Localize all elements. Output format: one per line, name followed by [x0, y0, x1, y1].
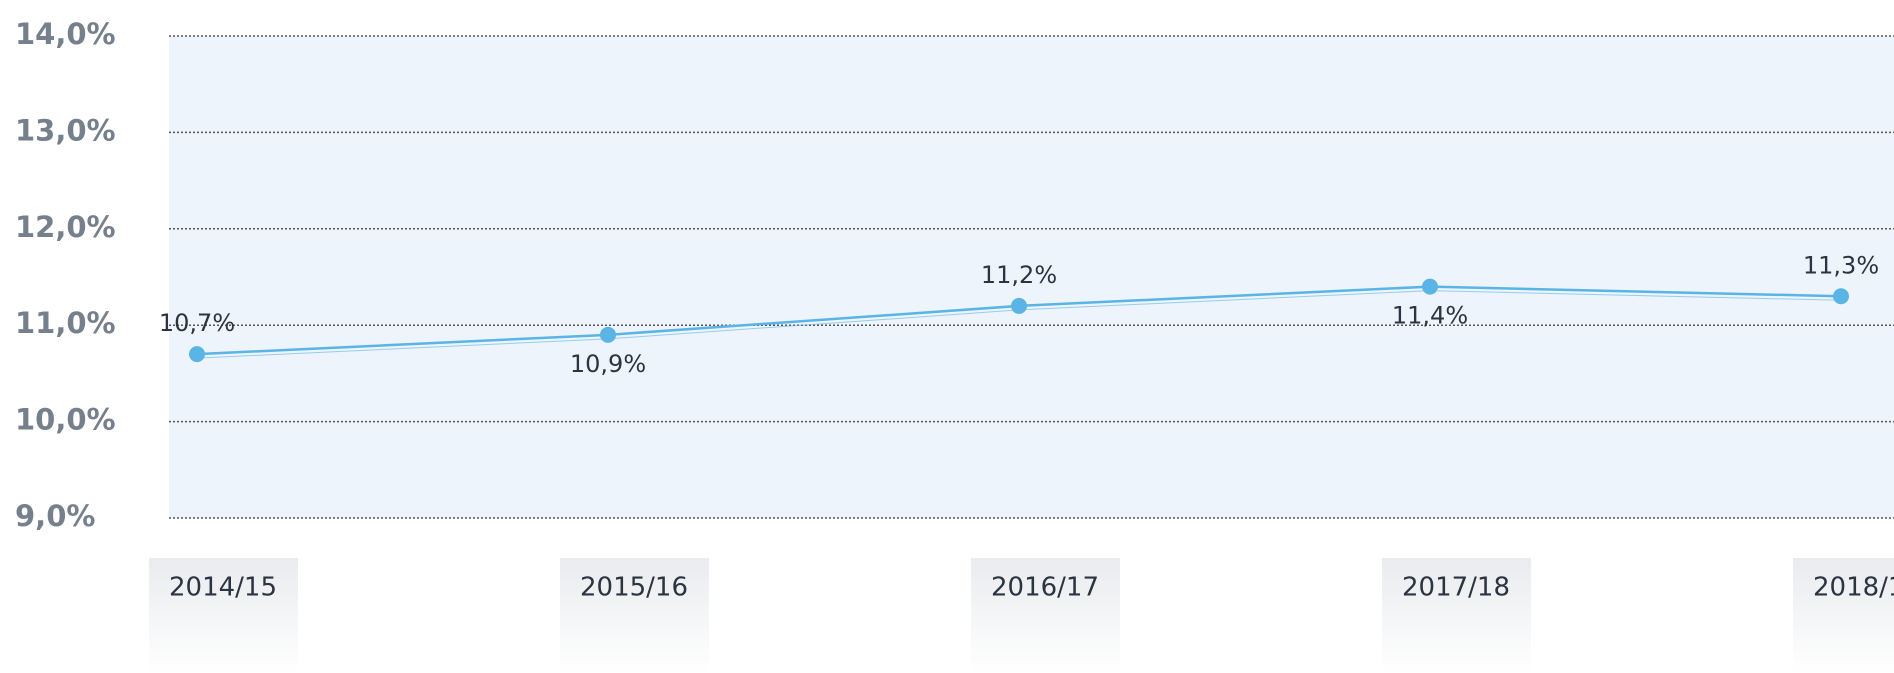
- category-box: [149, 558, 298, 673]
- data-point: [1011, 297, 1027, 314]
- x-tick-label: 2015/16: [580, 573, 688, 603]
- data-point: [1833, 288, 1849, 305]
- data-label: 11,2%: [981, 261, 1057, 289]
- y-tick-label: 12,0%: [15, 210, 116, 244]
- y-tick-label: 11,0%: [15, 306, 116, 340]
- data-point: [600, 326, 616, 343]
- category-box: [1793, 558, 1894, 673]
- data-label: 10,7%: [159, 309, 235, 337]
- y-tick-label: 13,0%: [15, 113, 116, 147]
- y-tick-label: 9,0%: [15, 499, 95, 533]
- data-label: 11,4%: [1392, 302, 1468, 330]
- y-tick-label: 14,0%: [15, 17, 116, 51]
- x-tick-label: 2016/17: [991, 573, 1099, 603]
- category-box: [971, 558, 1120, 673]
- category-box: [1382, 558, 1531, 673]
- y-tick-label: 10,0%: [15, 403, 116, 437]
- data-point: [1422, 278, 1438, 295]
- data-point: [189, 346, 205, 363]
- plot-area: [169, 36, 1894, 518]
- data-label: 10,9%: [570, 350, 646, 378]
- data-label: 11,3%: [1803, 251, 1879, 279]
- category-box: [560, 558, 709, 673]
- x-tick-label: 2017/18: [1402, 573, 1510, 603]
- x-tick-label: 2014/15: [169, 573, 277, 603]
- x-tick-label: 2018/19: [1813, 573, 1894, 603]
